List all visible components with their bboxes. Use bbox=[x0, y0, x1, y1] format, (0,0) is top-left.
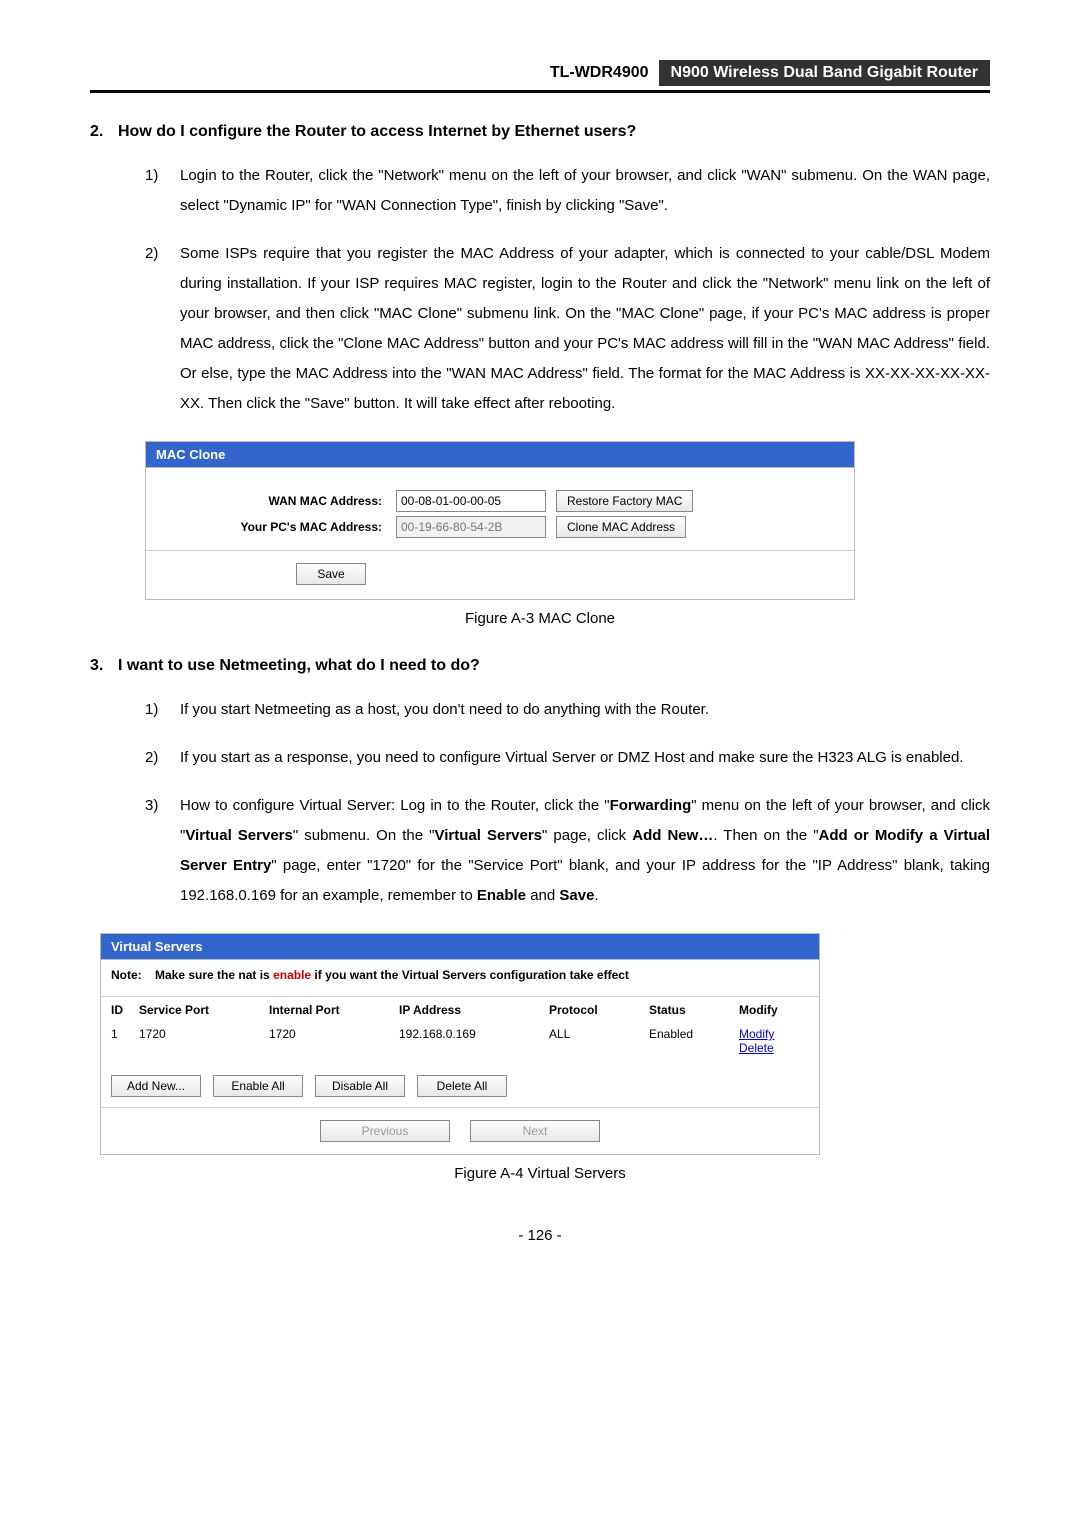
t: Virtual Servers bbox=[435, 827, 543, 844]
t: Forwarding bbox=[610, 797, 692, 814]
section-2-steps: 1) Login to the Router, click the "Netwo… bbox=[145, 161, 990, 419]
virtual-servers-table: ID Service Port Internal Port IP Address… bbox=[101, 996, 819, 1059]
modify-link[interactable]: Modify bbox=[739, 1027, 774, 1041]
step-body: If you start as a response, you need to … bbox=[180, 743, 990, 773]
note-enable: enable bbox=[273, 968, 311, 982]
step: 1) Login to the Router, click the "Netwo… bbox=[145, 161, 990, 221]
t: and bbox=[526, 887, 559, 904]
cell-status: Enabled bbox=[649, 1027, 739, 1055]
enable-all-button[interactable]: Enable All bbox=[213, 1075, 303, 1097]
section-3-heading: 3. I want to use Netmeeting, what do I n… bbox=[90, 657, 990, 675]
cell-internal-port: 1720 bbox=[269, 1027, 399, 1055]
section-3-steps: 1) If you start Netmeeting as a host, yo… bbox=[145, 695, 990, 911]
t: " page, click bbox=[542, 827, 632, 844]
t: How to configure Virtual Server: Log in … bbox=[180, 797, 610, 814]
wan-mac-label: WAN MAC Address: bbox=[146, 494, 396, 508]
col-internal-port: Internal Port bbox=[269, 1003, 399, 1017]
pc-mac-label: Your PC's MAC Address: bbox=[146, 520, 396, 534]
t: Virtual Servers bbox=[185, 827, 293, 844]
clone-mac-button[interactable]: Clone MAC Address bbox=[556, 516, 686, 538]
cell-service-port: 1720 bbox=[139, 1027, 269, 1055]
pc-mac-row: Your PC's MAC Address: Clone MAC Address bbox=[146, 516, 854, 538]
col-id: ID bbox=[111, 1003, 139, 1017]
table-row: 1 1720 1720 192.168.0.169 ALL Enabled Mo… bbox=[111, 1021, 809, 1059]
step: 3) How to configure Virtual Server: Log … bbox=[145, 791, 990, 911]
col-protocol: Protocol bbox=[549, 1003, 649, 1017]
cell-id: 1 bbox=[111, 1027, 139, 1055]
restore-factory-mac-button[interactable]: Restore Factory MAC bbox=[556, 490, 693, 512]
section-num: 2. bbox=[90, 123, 118, 141]
table-header: ID Service Port Internal Port IP Address… bbox=[111, 997, 809, 1021]
next-button[interactable]: Next bbox=[470, 1120, 600, 1142]
document-header: TL-WDR4900 N900 Wireless Dual Band Gigab… bbox=[90, 60, 990, 93]
step: 2) If you start as a response, you need … bbox=[145, 743, 990, 773]
t: " submenu. On the " bbox=[293, 827, 435, 844]
section-title: I want to use Netmeeting, what do I need… bbox=[118, 657, 480, 675]
step: 2) Some ISPs require that you register t… bbox=[145, 239, 990, 419]
t: Save bbox=[559, 887, 594, 904]
cell-protocol: ALL bbox=[549, 1027, 649, 1055]
page-number: - 126 - bbox=[90, 1227, 990, 1244]
previous-button[interactable]: Previous bbox=[320, 1120, 450, 1142]
note-label: Note: bbox=[111, 968, 142, 982]
cell-ip-address: 192.168.0.169 bbox=[399, 1027, 549, 1055]
step-num: 1) bbox=[145, 695, 180, 725]
virtual-servers-panel: Virtual Servers Note: Make sure the nat … bbox=[100, 933, 820, 1155]
col-modify: Modify bbox=[739, 1003, 809, 1017]
pc-mac-input[interactable] bbox=[396, 516, 546, 538]
step-num: 2) bbox=[145, 743, 180, 773]
section-title: How do I configure the Router to access … bbox=[118, 123, 636, 141]
step-body: Login to the Router, click the "Network"… bbox=[180, 161, 990, 221]
product-label: N900 Wireless Dual Band Gigabit Router bbox=[659, 60, 990, 86]
panel-title: Virtual Servers bbox=[101, 934, 819, 960]
t: Add New… bbox=[632, 827, 713, 844]
pager-row: Previous Next bbox=[101, 1107, 819, 1154]
t: . Then on the " bbox=[713, 827, 818, 844]
wan-mac-input[interactable] bbox=[396, 490, 546, 512]
panel-title: MAC Clone bbox=[146, 442, 854, 468]
wan-mac-row: WAN MAC Address: Restore Factory MAC bbox=[146, 490, 854, 512]
cell-modify: Modify Delete bbox=[739, 1027, 809, 1055]
vs-note: Note: Make sure the nat is enable if you… bbox=[101, 960, 819, 996]
step: 1) If you start Netmeeting as a host, yo… bbox=[145, 695, 990, 725]
save-button[interactable]: Save bbox=[296, 563, 366, 585]
t: Enable bbox=[477, 887, 526, 904]
step-body: Some ISPs require that you register the … bbox=[180, 239, 990, 419]
step-body: How to configure Virtual Server: Log in … bbox=[180, 791, 990, 911]
step-body: If you start Netmeeting as a host, you d… bbox=[180, 695, 990, 725]
step-num: 1) bbox=[145, 161, 180, 221]
step-num: 2) bbox=[145, 239, 180, 419]
delete-all-button[interactable]: Delete All bbox=[417, 1075, 507, 1097]
col-ip-address: IP Address bbox=[399, 1003, 549, 1017]
t: . bbox=[594, 887, 598, 904]
section-2-heading: 2. How do I configure the Router to acce… bbox=[90, 123, 990, 141]
disable-all-button[interactable]: Disable All bbox=[315, 1075, 405, 1097]
section-num: 3. bbox=[90, 657, 118, 675]
model-label: TL-WDR4900 bbox=[540, 60, 659, 86]
figure-caption: Figure A-3 MAC Clone bbox=[90, 610, 990, 627]
step-num: 3) bbox=[145, 791, 180, 911]
note-text: if you want the Virtual Servers configur… bbox=[311, 968, 629, 982]
mac-clone-panel: MAC Clone WAN MAC Address: Restore Facto… bbox=[145, 441, 855, 600]
figure-caption: Figure A-4 Virtual Servers bbox=[90, 1165, 990, 1182]
col-status: Status bbox=[649, 1003, 739, 1017]
add-new-button[interactable]: Add New... bbox=[111, 1075, 201, 1097]
note-text: Make sure the nat is bbox=[155, 968, 273, 982]
delete-link[interactable]: Delete bbox=[739, 1041, 774, 1055]
button-row: Add New... Enable All Disable All Delete… bbox=[101, 1059, 819, 1107]
col-service-port: Service Port bbox=[139, 1003, 269, 1017]
separator bbox=[146, 550, 854, 551]
